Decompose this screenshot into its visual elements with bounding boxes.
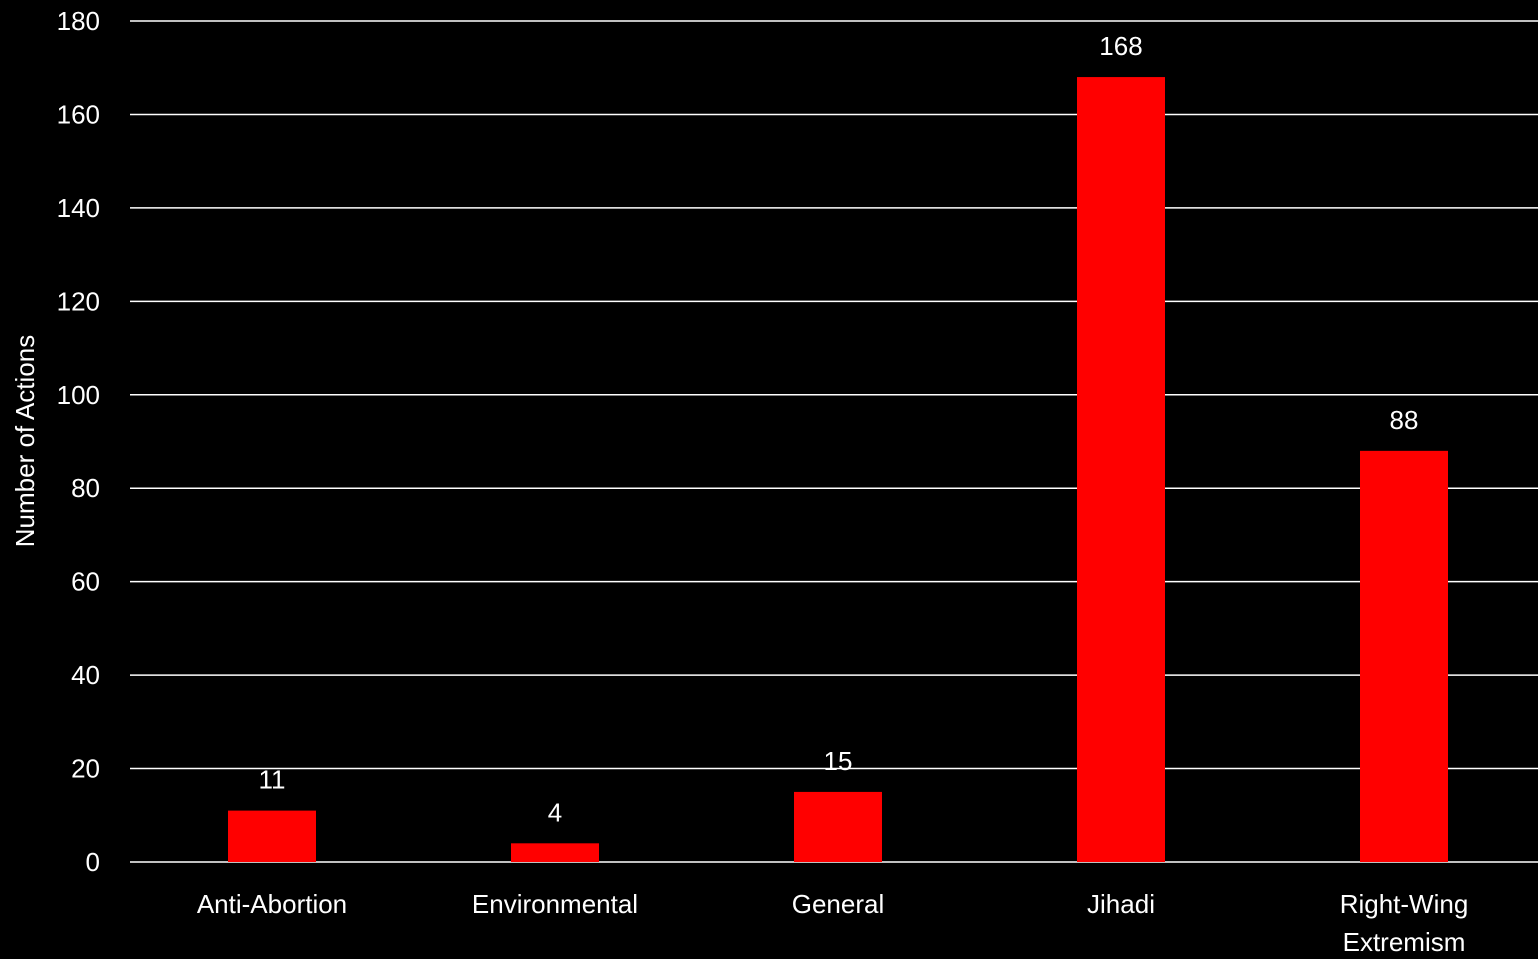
data-label: 168 [1099,31,1142,61]
gridlines [130,20,1538,863]
y-tick-label: 80 [71,473,100,503]
y-tick-label: 120 [57,286,100,316]
y-tick-label: 160 [57,99,100,129]
data-label: 11 [259,765,286,795]
y-tick-label: 20 [71,754,100,784]
bar [794,791,882,862]
y-tick-label: 180 [57,6,100,36]
y-tick-label: 0 [86,847,100,877]
y-axis-ticks: 0 20 40 60 80 100 120 140 160 180 [57,6,100,877]
x-tick-label: Anti-Abortion [197,889,347,919]
x-axis-ticks: Anti-Abortion Environmental General Jihadi R… [197,889,1469,957]
x-tick-label: Right-Wing [1340,889,1469,919]
bars [228,77,1448,863]
bar [511,843,599,862]
y-tick-label: 100 [57,380,100,410]
data-label: 4 [548,797,562,827]
data-label: 15 [824,746,853,776]
x-tick-label: Extremism [1343,927,1466,954]
bar [228,810,316,862]
y-tick-label: 40 [71,660,100,690]
data-label: 88 [1390,405,1419,435]
y-axis-title: Number of Actions [10,335,40,547]
x-tick-label: Environmental [472,889,638,919]
y-tick-label: 140 [57,193,100,223]
y-tick-label: 60 [71,567,100,597]
data-labels: 11 4 15 168 88 [259,31,1419,827]
bar [1077,77,1165,863]
bar [1360,450,1448,862]
x-tick-label: General [792,889,885,919]
x-tick-label: Jihadi [1087,889,1155,919]
